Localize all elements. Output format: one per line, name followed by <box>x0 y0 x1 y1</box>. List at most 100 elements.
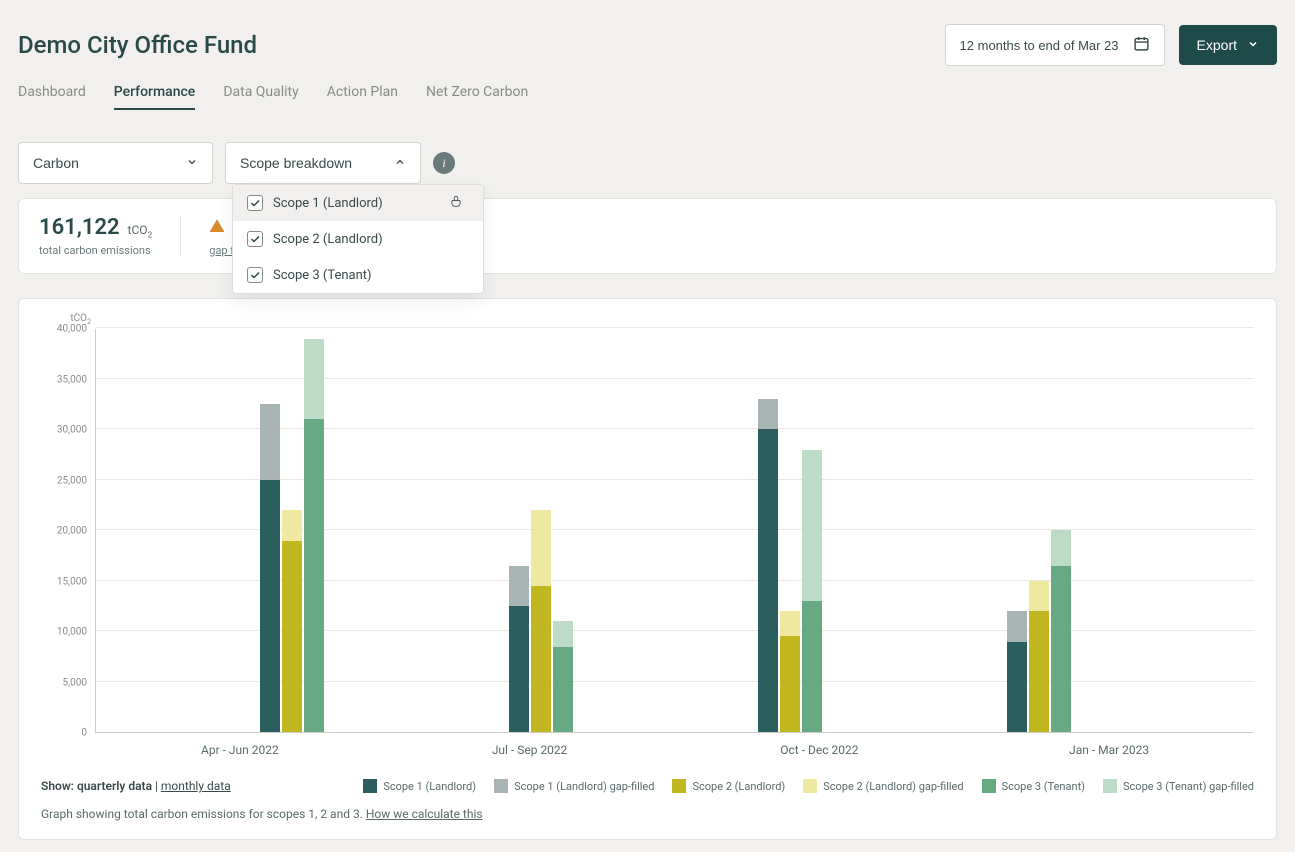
legend-label: Scope 2 (Landlord) gap-filled <box>823 780 963 793</box>
bar-scope3-gap <box>304 339 324 420</box>
checkbox[interactable] <box>247 267 263 283</box>
bar-scope2-solid <box>282 541 302 733</box>
page-title: Demo City Office Fund <box>18 31 257 59</box>
bar-scope1 <box>260 404 280 732</box>
y-tick-label: 30,000 <box>57 425 87 436</box>
dropdown-item[interactable]: Scope 1 (Landlord) <box>233 185 483 221</box>
bar-scope1 <box>1007 611 1027 732</box>
bar-scope3 <box>802 450 822 733</box>
bar-scope2 <box>1029 581 1049 733</box>
show-monthly-link[interactable]: monthly data <box>161 779 231 793</box>
show-prefix: Show: <box>41 779 77 793</box>
breakdown-select-label: Scope breakdown <box>240 155 352 171</box>
x-tick-label: Apr - Jun 2022 <box>95 743 385 757</box>
bar-scope2 <box>780 611 800 732</box>
kpi-total-label: total carbon emissions <box>39 244 152 257</box>
bar-scope3-solid <box>1051 566 1071 733</box>
dropdown-item[interactable]: Scope 3 (Tenant) <box>233 257 483 293</box>
gridline <box>96 327 1254 328</box>
calendar-icon <box>1133 35 1150 55</box>
how-calc-link[interactable]: How we calculate this <box>366 807 483 821</box>
chevron-down-icon <box>1247 37 1259 53</box>
metric-select-label: Carbon <box>33 155 79 171</box>
y-tick-label: 0 <box>81 728 87 739</box>
bar-scope1-gap <box>758 399 778 429</box>
bar-scope3-gap <box>1051 530 1071 565</box>
show-quarterly: quarterly data <box>77 779 152 793</box>
kpi-total-unit: tCO2 <box>128 223 153 237</box>
bar-scope3 <box>1051 530 1071 732</box>
tab-action-plan[interactable]: Action Plan <box>327 84 398 110</box>
tab-performance[interactable]: Performance <box>114 84 196 110</box>
bar-group <box>1007 530 1073 732</box>
bar-scope1-gap <box>1007 611 1027 641</box>
bar-scope2-solid <box>531 586 551 732</box>
bar-scope1-solid <box>509 606 529 732</box>
show-sep: | <box>152 779 161 793</box>
warning-icon <box>209 219 229 238</box>
dropdown-item-label: Scope 2 (Landlord) <box>273 232 383 247</box>
bar-group <box>509 510 575 732</box>
legend-label: Scope 2 (Landlord) <box>692 780 785 793</box>
tabs: Dashboard Performance Data Quality Action P… <box>0 74 1295 110</box>
x-tick-label: Jul - Sep 2022 <box>385 743 675 757</box>
checkbox[interactable] <box>247 231 263 247</box>
info-icon[interactable]: i <box>433 152 455 174</box>
bar-scope2 <box>282 510 302 732</box>
checkbox[interactable] <box>247 195 263 211</box>
bar-scope3-solid <box>553 647 573 733</box>
bar-scope2-gap <box>1029 581 1049 611</box>
legend-item: Scope 2 (Landlord) <box>672 779 785 793</box>
bar-scope1 <box>758 399 778 732</box>
legend-swatch <box>672 779 686 793</box>
legend-swatch <box>982 779 996 793</box>
bar-scope3-gap <box>553 621 573 646</box>
breakdown-dropdown: Scope 1 (Landlord) Scope 2 (Landlord) Scop… <box>232 184 484 294</box>
breakdown-select[interactable]: Scope breakdown <box>225 142 421 184</box>
date-range-button[interactable]: 12 months to end of Mar 23 <box>945 24 1165 66</box>
chart-card: tCO2 05,00010,00015,00020,00025,00030,00… <box>18 298 1277 840</box>
bar-scope2-gap <box>282 510 302 540</box>
metric-select[interactable]: Carbon <box>18 142 213 184</box>
legend-swatch <box>494 779 508 793</box>
bar-scope1-gap <box>260 404 280 480</box>
kpi-total-value: 161,122 <box>39 215 120 240</box>
bar-scope2-gap <box>531 510 551 586</box>
tab-dashboard[interactable]: Dashboard <box>18 84 86 110</box>
bar-scope1-solid <box>758 429 778 732</box>
y-tick-label: 25,000 <box>57 475 87 486</box>
x-tick-label: Oct - Dec 2022 <box>675 743 965 757</box>
chart-legend: Scope 1 (Landlord) Scope 1 (Landlord) gap… <box>363 779 1254 793</box>
legend-item: Scope 1 (Landlord) gap-filled <box>494 779 654 793</box>
legend-item: Scope 3 (Tenant) gap-filled <box>1103 779 1254 793</box>
y-tick-label: 10,000 <box>57 627 87 638</box>
date-range-label: 12 months to end of Mar 23 <box>960 38 1119 53</box>
bar-scope2 <box>531 510 551 732</box>
legend-item: Scope 3 (Tenant) <box>982 779 1085 793</box>
show-toggle: Show: quarterly data | monthly data <box>41 779 231 793</box>
bar-scope1 <box>509 566 529 733</box>
export-label: Export <box>1197 37 1237 53</box>
legend-label: Scope 1 (Landlord) gap-filled <box>514 780 654 793</box>
x-tick-label: Jan - Mar 2023 <box>964 743 1254 757</box>
dropdown-item-label: Scope 1 (Landlord) <box>273 196 383 211</box>
export-button[interactable]: Export <box>1179 25 1277 65</box>
tab-net-zero-carbon[interactable]: Net Zero Carbon <box>426 84 528 110</box>
chevron-up-icon <box>394 155 406 171</box>
legend-swatch <box>363 779 377 793</box>
bar-scope3-gap <box>802 450 822 602</box>
bar-scope3 <box>553 621 573 732</box>
legend-label: Scope 3 (Tenant) <box>1002 780 1085 793</box>
cursor-icon <box>449 193 463 213</box>
y-tick-label: 40,000 <box>57 324 87 335</box>
tab-data-quality[interactable]: Data Quality <box>223 84 298 110</box>
bar-scope3-solid <box>802 601 822 732</box>
y-tick-label: 20,000 <box>57 526 87 537</box>
dropdown-item-label: Scope 3 (Tenant) <box>273 268 372 283</box>
bar-scope1-gap <box>509 566 529 606</box>
legend-item: Scope 1 (Landlord) <box>363 779 476 793</box>
bar-scope1-solid <box>260 480 280 733</box>
legend-swatch <box>1103 779 1117 793</box>
dropdown-item[interactable]: Scope 2 (Landlord) <box>233 221 483 257</box>
chart-caption: Graph showing total carbon emissions for… <box>41 807 1254 821</box>
